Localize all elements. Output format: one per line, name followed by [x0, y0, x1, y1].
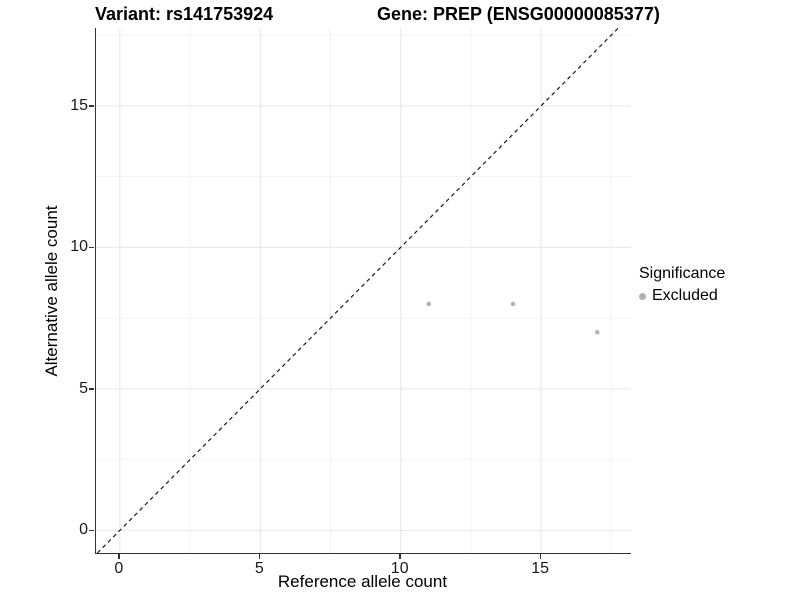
data-point — [426, 301, 432, 307]
plot-canvas — [96, 28, 631, 553]
legend-item-excluded: Excluded — [639, 287, 725, 305]
x-tick-label: 15 — [531, 560, 550, 577]
data-point — [594, 329, 600, 335]
legend-item-label: Excluded — [652, 287, 718, 304]
legend-point-icon — [639, 292, 646, 300]
y-tick-label: 0 — [79, 521, 88, 539]
identity-dashed-line — [96, 28, 619, 553]
x-tick-mark — [539, 554, 542, 559]
plot-panel — [95, 28, 631, 554]
x-axis-title: Reference allele count — [277, 572, 448, 591]
y-tick-mark — [89, 246, 94, 249]
x-tick-mark — [258, 554, 261, 559]
x-tick-label: 5 — [254, 560, 264, 577]
y-tick-label: 5 — [79, 379, 88, 397]
variant-title: Variant: rs141753924 — [95, 4, 274, 24]
x-tick-label: 10 — [390, 560, 409, 577]
x-tick-label: 0 — [114, 560, 124, 577]
y-tick-label: 15 — [70, 96, 88, 114]
data-point — [510, 301, 516, 307]
y-tick-mark — [89, 388, 94, 390]
y-tick-mark — [89, 105, 94, 107]
x-tick-mark — [399, 554, 401, 559]
gene-title: Gene: PREP (ENSG00000085377) — [377, 4, 660, 24]
legend: Significance Excluded — [639, 265, 725, 305]
y-tick-label: 10 — [70, 238, 88, 256]
y-tick-mark — [89, 529, 94, 532]
legend-title: Significance — [639, 265, 726, 282]
x-tick-mark — [118, 554, 120, 559]
